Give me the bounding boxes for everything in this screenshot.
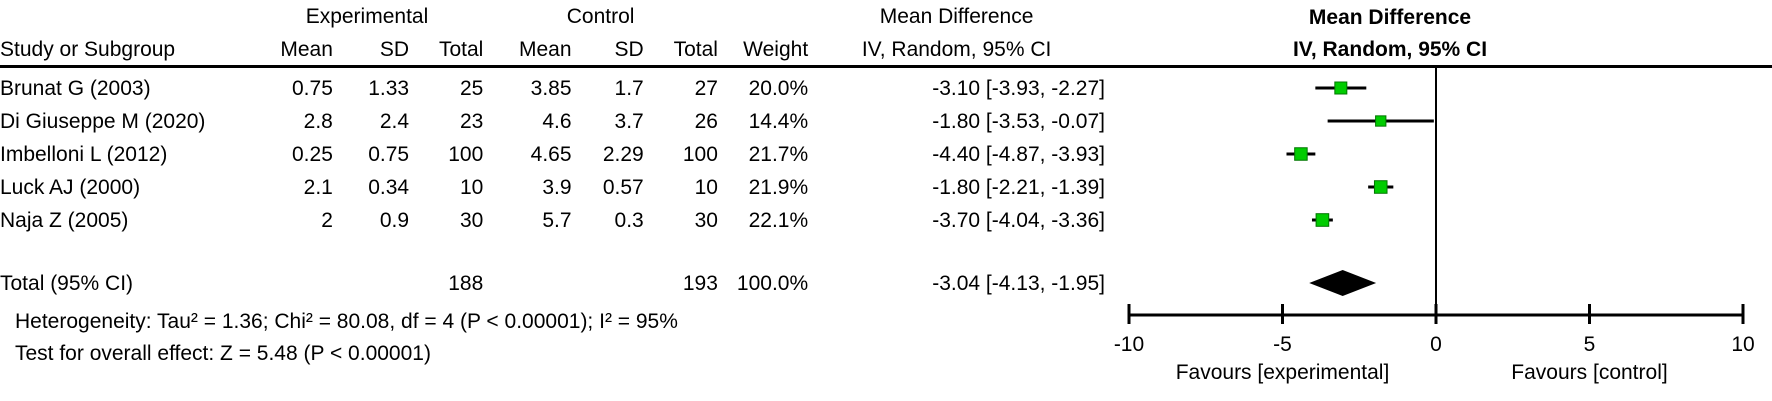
sd-ctl-column-header: SD [614,38,644,61]
effect-square [1294,147,1308,161]
sd-ctl-cell: 2.29 [602,143,644,166]
favours-right-label: Favours [control] [1511,361,1667,384]
total-row: Total (95% CI) 188 193 100.0% -3.04 [-4.… [0,267,1105,300]
mean-exp-cell: 0.75 [292,77,333,100]
experimental-group-header: Experimental [305,5,429,28]
mean-ctl-cell: 5.7 [542,209,572,232]
blank-row [0,237,1105,267]
study-name: Di Giuseppe M (2020) [0,110,206,133]
study-name: Luck AJ (2000) [0,176,141,199]
sd-ctl-cell: 3.7 [614,110,644,133]
total-exp-cell: 23 [459,110,484,133]
study-row: Naja Z (2005) 2 0.9 30 5.7 0.3 30 22.1% … [0,204,1105,237]
total-ctl-cell: 100 [682,143,718,166]
pooled-diamond [1309,270,1377,296]
mean-ctl-cell: 3.9 [542,176,572,199]
study-row: Di Giuseppe M (2020) 2.8 2.4 23 4.6 3.7 … [0,105,1105,138]
weight-cell: 22.1% [748,209,809,232]
ci-cell: -4.40 [-4.87, -3.93] [932,143,1105,166]
mean-ctl-cell: 3.85 [530,77,572,100]
axis-tick-label: -5 [1273,333,1292,356]
column-header-row: Study or Subgroup Mean SD Total Mean SD … [0,33,1105,66]
weight-cell: 20.0% [748,77,809,100]
group-header-spacer [0,0,251,33]
overall-effect-note: Test for overall effect: Z = 5.48 (P < 0… [15,342,431,365]
weight-cell: 14.4% [748,110,809,133]
sd-ctl-cell: 0.3 [614,209,644,232]
sd-exp-column-header: SD [379,38,410,61]
mean-ctl-column-header: Mean [519,38,572,61]
ci-cell: -3.70 [-4.04, -3.36] [932,209,1105,232]
total-weight: 100.0% [736,272,809,295]
study-row: Imbelloni L (2012) 0.25 0.75 100 4.65 2.… [0,138,1105,171]
total-exp-cell: 100 [448,143,484,166]
control-group-header: Control [566,5,635,28]
mean-exp-cell: 2 [321,209,333,232]
mean-difference-header: Mean Difference [879,5,1034,28]
sd-exp-cell: 0.34 [368,176,410,199]
mean-exp-cell: 0.25 [292,143,333,166]
group-header-row: Experimental Control Mean Difference [0,0,1105,33]
ci-cell: -3.10 [-3.93, -2.27] [932,77,1105,100]
sd-exp-cell: 0.9 [379,209,410,232]
total-ctl-cell: 30 [694,209,718,232]
axis-tick-label: 5 [1584,333,1596,356]
axis-tick-label: -10 [1114,333,1144,356]
study-row: Luck AJ (2000) 2.1 0.34 10 3.9 0.57 10 2… [0,171,1105,204]
mean-exp-cell: 2.1 [303,176,333,199]
mean-exp-cell: 2.8 [303,110,333,133]
effect-square [1375,115,1387,127]
total-ctl-cell: 27 [694,77,718,100]
total-ctl-cell: 26 [694,110,718,133]
study-name: Imbelloni L (2012) [0,143,168,166]
effect-square [1373,180,1388,194]
mean-exp-column-header: Mean [280,38,333,61]
weight-cell: 21.7% [748,143,809,166]
sd-ctl-cell: 0.57 [602,176,644,199]
sd-exp-cell: 1.33 [368,77,410,100]
weight-column-header: Weight [743,38,809,61]
total-exp-cell: 25 [459,77,484,100]
ci-cell: -1.80 [-3.53, -0.07] [932,110,1105,133]
effect-square [1315,213,1330,227]
total-label: Total (95% CI) [0,272,134,295]
total-exp-cell: 30 [459,209,484,232]
total-exp-column-header: Total [438,38,484,61]
total-ctl-n: 193 [682,272,718,295]
plot-title: Mean Difference [1308,6,1472,29]
total-exp-n: 188 [448,272,484,295]
total-ctl-column-header: Total [673,38,718,61]
sd-ctl-cell: 1.7 [614,77,644,100]
axis-tick-label: 10 [1731,333,1754,356]
mean-ctl-cell: 4.6 [542,110,572,133]
meta-analysis-table: Experimental Control Mean Difference Stu… [0,0,1105,300]
mean-ctl-cell: 4.65 [530,143,572,166]
study-name: Naja Z (2005) [0,209,129,232]
total-ci: -3.04 [-4.13, -1.95] [932,272,1105,295]
ci-column-header: IV, Random, 95% CI [861,38,1052,61]
study-row: Brunat G (2003) 0.75 1.33 25 3.85 1.7 27… [0,72,1105,105]
ci-cell: -1.80 [-2.21, -1.39] [932,176,1105,199]
favours-left-label: Favours [experimental] [1176,361,1390,384]
total-exp-cell: 10 [459,176,484,199]
axis-tick-label: 0 [1430,333,1442,356]
effect-square [1334,81,1348,95]
heterogeneity-note: Heterogeneity: Tau² = 1.36; Chi² = 80.08… [15,310,678,333]
plot-subtitle: IV, Random, 95% CI [1292,38,1488,61]
study-name: Brunat G (2003) [0,77,151,100]
weight-cell: 21.9% [748,176,809,199]
sd-exp-cell: 0.75 [368,143,410,166]
total-ctl-cell: 10 [694,176,718,199]
weight-header-spacer [718,0,808,33]
sd-exp-cell: 2.4 [379,110,410,133]
study-column-header: Study or Subgroup [0,38,176,61]
